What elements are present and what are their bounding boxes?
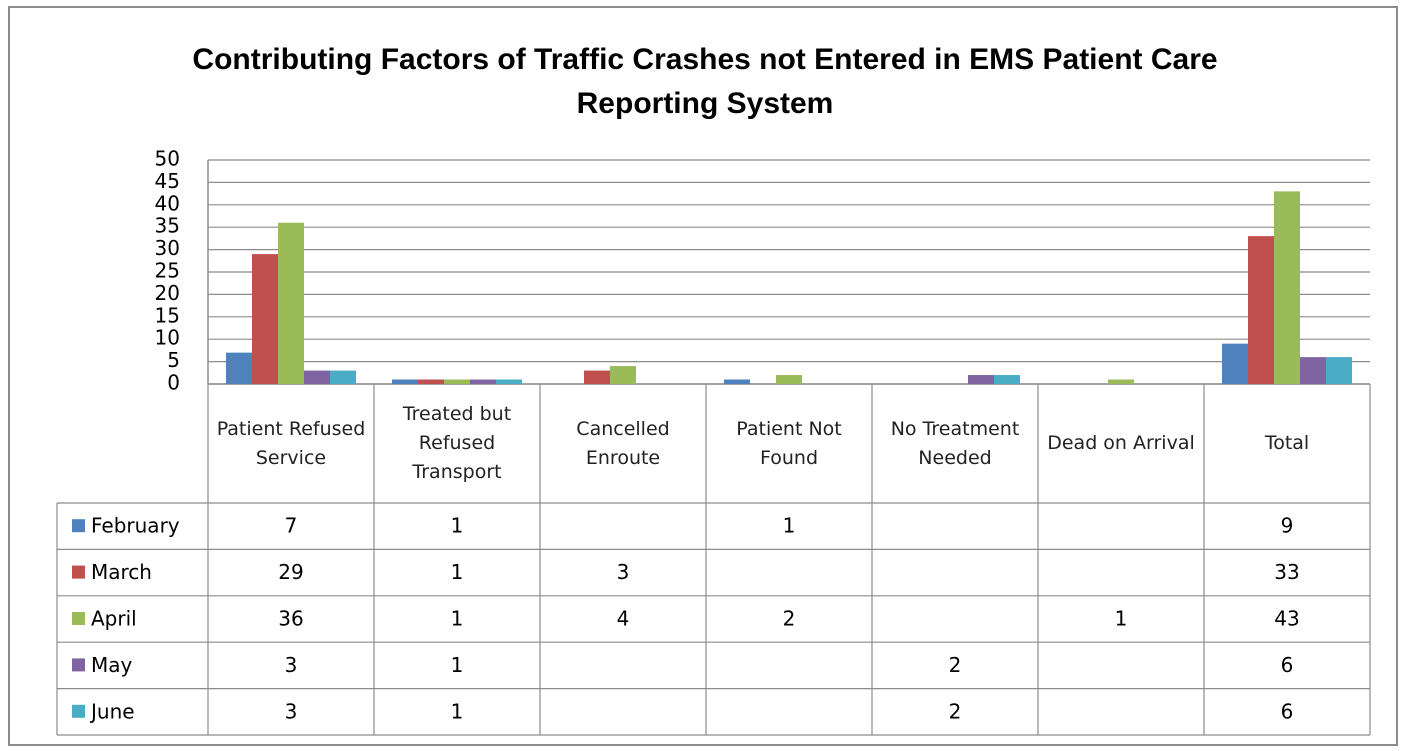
bar — [584, 370, 610, 384]
y-tick-label: 25 — [155, 259, 180, 283]
bar — [252, 254, 278, 384]
legend-swatch — [72, 612, 85, 625]
y-tick-label: 5 — [167, 348, 180, 372]
bar — [470, 379, 496, 384]
bar — [724, 379, 750, 384]
y-tick-label: 0 — [167, 371, 180, 395]
y-tick-label: 20 — [155, 281, 180, 305]
legend-swatch — [72, 658, 85, 672]
table-value: 1 — [1115, 607, 1128, 631]
legend-swatch — [72, 565, 85, 579]
bar — [994, 375, 1020, 384]
table-value: 7 — [285, 514, 298, 538]
bar — [1248, 236, 1274, 384]
table-value: 3 — [285, 653, 298, 677]
bar — [418, 379, 444, 384]
x-tick-label: Patient Not Found — [736, 417, 842, 469]
bar — [1300, 357, 1326, 384]
y-tick-label: 50 — [155, 147, 180, 171]
table-value: 3 — [285, 699, 298, 723]
legend-label: June — [89, 699, 135, 723]
table-value: 29 — [278, 560, 303, 584]
table-value: 1 — [451, 653, 464, 677]
y-tick-label: 40 — [155, 191, 180, 215]
table-value: 36 — [278, 607, 303, 631]
legend-label: March — [91, 560, 152, 584]
chart-title: Contributing Factors of Traffic Crashes … — [192, 43, 1218, 120]
legend-swatch — [72, 519, 85, 533]
bar — [496, 379, 522, 384]
bar — [444, 379, 470, 384]
legend-swatch — [72, 704, 85, 718]
bar — [1274, 191, 1300, 384]
bar — [278, 222, 304, 384]
bar — [392, 379, 418, 384]
bar — [1326, 357, 1352, 384]
bar — [330, 370, 356, 384]
table-value: 9 — [1281, 514, 1294, 538]
table-value: 1 — [451, 560, 464, 584]
legend-label: May — [91, 653, 133, 677]
table-value: 2 — [949, 699, 962, 723]
table-value: 2 — [949, 653, 962, 677]
bar — [1222, 343, 1248, 384]
y-tick-label: 45 — [155, 169, 180, 193]
bar — [776, 375, 802, 384]
y-tick-label: 30 — [155, 236, 180, 260]
y-tick-label: 15 — [155, 303, 180, 327]
table-value: 33 — [1274, 560, 1299, 584]
y-tick-label: 35 — [155, 214, 180, 238]
x-tick-label: Dead on Arrival — [1047, 432, 1195, 454]
x-tick-label: Cancelled Enroute — [576, 417, 670, 469]
table-value: 43 — [1274, 607, 1299, 631]
table-value: 4 — [617, 607, 630, 631]
y-tick-label: 10 — [155, 326, 180, 350]
table-value: 1 — [783, 514, 796, 538]
legend-label: February — [91, 514, 180, 538]
table-value: 1 — [451, 607, 464, 631]
bar — [304, 370, 330, 384]
bar — [1108, 379, 1134, 384]
bar — [968, 375, 994, 384]
bar — [610, 366, 636, 384]
chart-frame — [8, 6, 1398, 746]
bar — [226, 352, 252, 384]
table-value: 3 — [617, 560, 630, 584]
table-value: 1 — [451, 699, 464, 723]
x-tick-label: No Treatment Needed — [890, 417, 1020, 469]
x-tick-label: Treated but Refused Transport — [402, 403, 512, 483]
legend-label: April — [91, 607, 137, 631]
table-value: 2 — [783, 607, 796, 631]
table-value: 1 — [451, 514, 464, 538]
x-tick-label: Total — [1264, 432, 1310, 454]
table-value: 6 — [1281, 653, 1294, 677]
x-tick-label: Patient Refused Service — [216, 417, 366, 469]
table-value: 6 — [1281, 699, 1294, 723]
